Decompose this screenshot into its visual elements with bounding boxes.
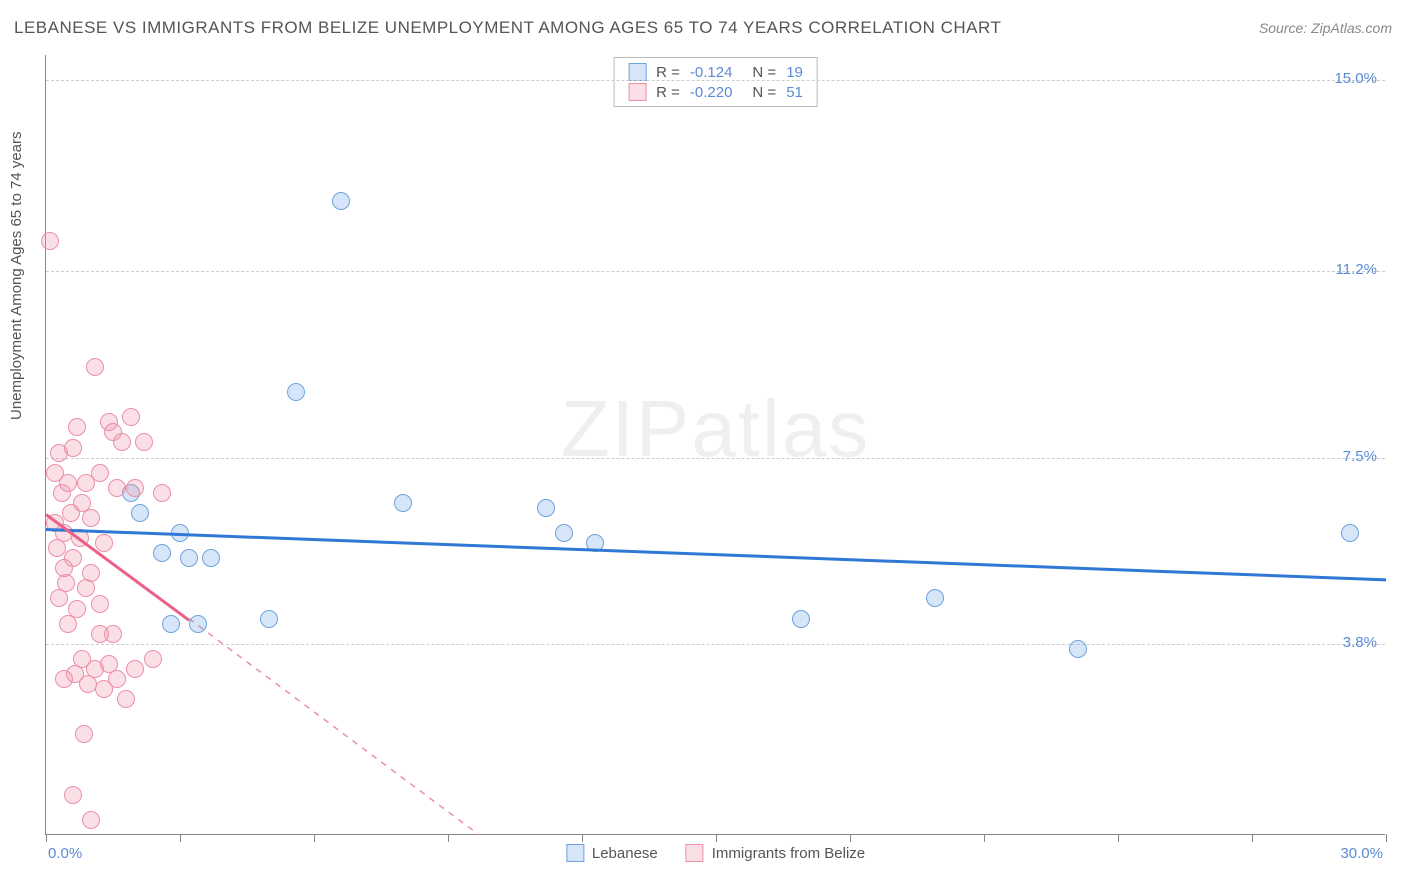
data-point-belize xyxy=(95,534,113,552)
data-point-belize xyxy=(144,650,162,668)
data-point-belize xyxy=(82,564,100,582)
data-point-lebanese xyxy=(287,383,305,401)
legend-row-lebanese: R = -0.124 N = 19 xyxy=(614,62,817,82)
data-point-belize xyxy=(75,725,93,743)
swatch-lebanese xyxy=(566,844,584,862)
n-value-lebanese: 19 xyxy=(786,64,803,81)
data-point-belize xyxy=(68,418,86,436)
data-point-belize xyxy=(108,670,126,688)
watermark: ZIPatlas xyxy=(561,383,870,475)
data-point-lebanese xyxy=(332,192,350,210)
swatch-belize xyxy=(628,83,646,101)
data-point-belize xyxy=(82,509,100,527)
data-point-lebanese xyxy=(555,524,573,542)
data-point-belize xyxy=(64,786,82,804)
data-point-belize xyxy=(55,670,73,688)
data-point-belize xyxy=(82,811,100,829)
x-tick xyxy=(716,834,717,842)
data-point-belize xyxy=(153,484,171,502)
gridline xyxy=(46,644,1385,645)
n-label: N = xyxy=(752,64,776,81)
legend-label-lebanese: Lebanese xyxy=(592,845,658,862)
plot-area: ZIPatlas R = -0.124 N = 19 R = -0.220 N … xyxy=(45,55,1385,835)
data-point-belize xyxy=(91,625,109,643)
data-point-lebanese xyxy=(1069,640,1087,658)
data-point-belize xyxy=(64,439,82,457)
data-point-lebanese xyxy=(394,494,412,512)
source-label: Source: ZipAtlas.com xyxy=(1259,20,1392,36)
y-tick-label: 7.5% xyxy=(1343,448,1377,465)
data-point-lebanese xyxy=(162,615,180,633)
data-point-belize xyxy=(57,574,75,592)
x-tick xyxy=(314,834,315,842)
gridline xyxy=(46,80,1385,81)
data-point-belize xyxy=(108,479,126,497)
x-tick xyxy=(1252,834,1253,842)
data-point-belize xyxy=(117,690,135,708)
x-tick xyxy=(1118,834,1119,842)
data-point-belize xyxy=(135,433,153,451)
y-tick-label: 3.8% xyxy=(1343,634,1377,651)
x-tick-label-max: 30.0% xyxy=(1340,845,1383,862)
swatch-lebanese xyxy=(628,63,646,81)
trend-line-lebanese xyxy=(46,528,1386,581)
y-axis-label: Unemployment Among Ages 65 to 74 years xyxy=(8,131,25,420)
r-label: R = xyxy=(656,84,680,101)
x-tick xyxy=(448,834,449,842)
n-label: N = xyxy=(752,84,776,101)
data-point-lebanese xyxy=(189,615,207,633)
data-point-belize xyxy=(126,479,144,497)
data-point-belize xyxy=(59,474,77,492)
gridline xyxy=(46,458,1385,459)
legend-label-belize: Immigrants from Belize xyxy=(712,845,865,862)
correlation-legend: R = -0.124 N = 19 R = -0.220 N = 51 xyxy=(613,57,818,107)
data-point-lebanese xyxy=(926,589,944,607)
y-tick-label: 15.0% xyxy=(1334,70,1377,87)
data-point-lebanese xyxy=(537,499,555,517)
legend-item-lebanese: Lebanese xyxy=(566,844,658,862)
data-point-lebanese xyxy=(131,504,149,522)
x-tick xyxy=(46,834,47,842)
x-tick xyxy=(582,834,583,842)
data-point-belize xyxy=(122,408,140,426)
x-tick xyxy=(850,834,851,842)
chart-title: LEBANESE VS IMMIGRANTS FROM BELIZE UNEMP… xyxy=(14,18,1001,38)
legend-item-belize: Immigrants from Belize xyxy=(686,844,865,862)
gridline xyxy=(46,271,1385,272)
x-tick xyxy=(1386,834,1387,842)
x-tick-label-min: 0.0% xyxy=(48,845,82,862)
data-point-lebanese xyxy=(202,549,220,567)
data-point-lebanese xyxy=(260,610,278,628)
data-point-belize xyxy=(68,600,86,618)
n-value-belize: 51 xyxy=(786,84,803,101)
trend-dash-belize xyxy=(189,619,479,835)
data-point-belize xyxy=(41,232,59,250)
data-point-lebanese xyxy=(180,549,198,567)
data-point-belize xyxy=(91,595,109,613)
x-tick xyxy=(180,834,181,842)
data-point-belize xyxy=(91,464,109,482)
swatch-belize xyxy=(686,844,704,862)
r-label: R = xyxy=(656,64,680,81)
data-point-belize xyxy=(126,660,144,678)
legend-row-belize: R = -0.220 N = 51 xyxy=(614,82,817,102)
data-point-lebanese xyxy=(1341,524,1359,542)
trend-dash-overlay xyxy=(46,55,1386,835)
data-point-belize xyxy=(113,433,131,451)
series-legend: Lebanese Immigrants from Belize xyxy=(566,844,865,862)
x-tick xyxy=(984,834,985,842)
data-point-belize xyxy=(86,358,104,376)
data-point-lebanese xyxy=(153,544,171,562)
data-point-lebanese xyxy=(792,610,810,628)
y-tick-label: 11.2% xyxy=(1336,261,1377,278)
r-value-belize: -0.220 xyxy=(690,84,733,101)
data-point-belize xyxy=(64,549,82,567)
r-value-lebanese: -0.124 xyxy=(690,64,733,81)
